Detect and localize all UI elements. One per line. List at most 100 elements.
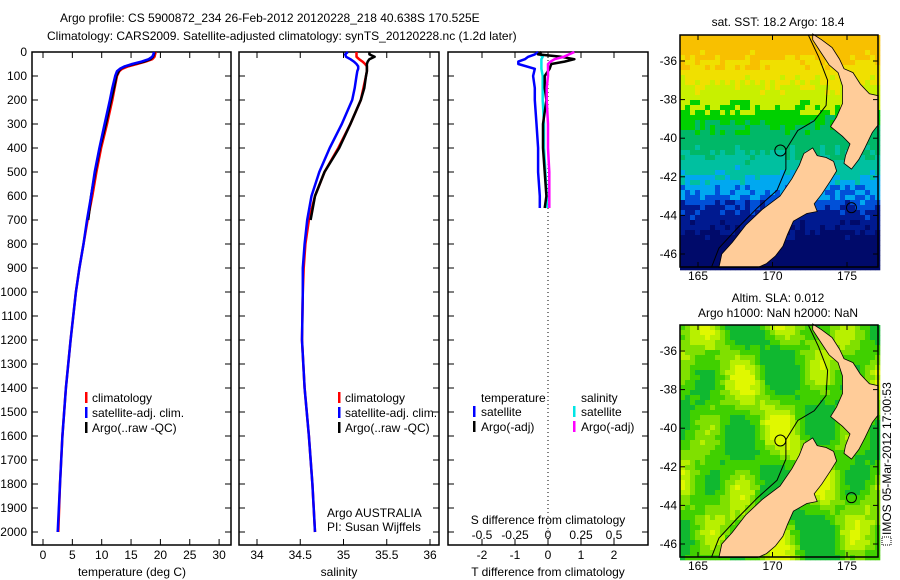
map-cell (720, 145, 726, 151)
map-cell (805, 425, 811, 431)
map-cell (710, 100, 716, 106)
map-cell (795, 350, 801, 356)
map-cell (835, 460, 841, 466)
map-cell (690, 185, 696, 191)
map-cell (865, 480, 871, 486)
map-cell (765, 155, 771, 161)
map-cell (830, 110, 836, 116)
map-cell (730, 425, 736, 431)
map-cell (835, 455, 841, 461)
map-cell (725, 195, 731, 201)
map-cell (785, 415, 791, 421)
map-cell (685, 520, 691, 526)
map-cell (860, 445, 866, 451)
map-cell (710, 70, 716, 76)
map-cell (720, 530, 726, 536)
x-tick-label: -2 (477, 548, 488, 562)
map-cell (725, 350, 731, 356)
map-cell (855, 355, 861, 361)
legend-entry: satellite-adj. clim. (345, 406, 437, 420)
map-cell (800, 405, 806, 411)
map-cell (700, 215, 706, 221)
map-cell (710, 145, 716, 151)
map-cell (795, 225, 801, 231)
map-cell (855, 500, 861, 506)
map-cell (765, 100, 771, 106)
map-cell (865, 500, 871, 506)
map-cell (700, 350, 706, 356)
legend-entry: Argo(..raw -QC) (92, 421, 177, 435)
map-cell (820, 225, 826, 231)
map-cell (760, 385, 766, 391)
map-cell (720, 330, 726, 336)
map-cell (750, 410, 756, 416)
map-cell (690, 95, 696, 101)
map-cell (750, 405, 756, 411)
map-cell (695, 120, 701, 126)
x2-tick-label: 0.5 (606, 528, 623, 542)
map-cell (720, 210, 726, 216)
map-cell (770, 485, 776, 491)
map-cell (705, 365, 711, 371)
map-cell (795, 135, 801, 141)
map-cell (800, 360, 806, 366)
map-cell (810, 230, 816, 236)
map-cell (815, 430, 821, 436)
map-cell (805, 40, 811, 46)
map-cell (750, 165, 756, 171)
map-cell (765, 95, 771, 101)
series-line-Argo (86, 51, 156, 221)
map-cell (760, 330, 766, 336)
x-tick-label: 35 (337, 548, 351, 562)
map-cell (845, 475, 851, 481)
map-cell (765, 335, 771, 341)
map-cell (700, 430, 706, 436)
map-cell (825, 240, 831, 246)
map-cell (680, 395, 686, 401)
map-cell (755, 360, 761, 366)
map-cell (810, 425, 816, 431)
map-cell (690, 430, 696, 436)
map-cell (865, 145, 871, 151)
y-tick-label: 200 (7, 93, 27, 107)
map-cell (740, 40, 746, 46)
map-cell (770, 185, 776, 191)
map-cell (730, 335, 736, 341)
map-cell (770, 460, 776, 466)
map-cell (830, 510, 836, 516)
map-cell (800, 60, 806, 66)
map-cell (720, 520, 726, 526)
map-cell (715, 445, 721, 451)
map-cell (740, 100, 746, 106)
map-cell (705, 130, 711, 136)
map-cell (730, 220, 736, 226)
map-cell (690, 440, 696, 446)
map-cell (790, 380, 796, 386)
map-cell (700, 250, 706, 256)
map-cell (750, 445, 756, 451)
map-cell (740, 350, 746, 356)
map-cell (805, 70, 811, 76)
map-cell (755, 450, 761, 456)
x-axis-label: T difference from climatology (471, 565, 625, 579)
map-cell (695, 195, 701, 201)
map-cell (695, 205, 701, 211)
map-cell (730, 525, 736, 531)
map-cell (685, 190, 691, 196)
map-cell (720, 40, 726, 46)
map-cell (870, 145, 876, 151)
map-cell (815, 50, 821, 56)
map-cell (775, 85, 781, 91)
map-cell (810, 250, 816, 256)
map-cell (705, 110, 711, 116)
map-cell (810, 135, 816, 141)
map-cell (720, 160, 726, 166)
map-cell (695, 545, 701, 551)
map-cell (680, 420, 686, 426)
map-cell (840, 165, 846, 171)
map-cell (725, 375, 731, 381)
map-cell (780, 350, 786, 356)
map-cell (755, 335, 761, 341)
map-cell (820, 400, 826, 406)
map-cell (740, 410, 746, 416)
